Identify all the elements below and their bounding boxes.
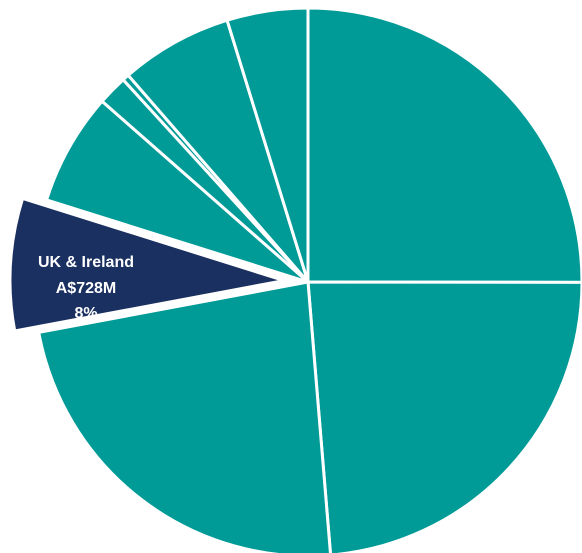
pie-slice-9: [225, 6, 310, 284]
pie-slice-3: [37, 280, 332, 553]
highlight-slice-label: UK & Ireland A$728M 8%: [38, 254, 134, 322]
pie-slices: [8, 6, 582, 553]
highlight-label-name: UK & Ireland: [38, 254, 134, 271]
highlight-label-amount: A$728M: [56, 280, 116, 297]
pie-slice-uk-ireland: [8, 196, 286, 333]
pie-slice-5: [45, 99, 310, 284]
pie-slice-8: [126, 18, 310, 284]
pie-slice-2: [306, 280, 582, 553]
highlight-label-percent: 8%: [74, 305, 97, 322]
pie-slice-1: [306, 6, 582, 284]
